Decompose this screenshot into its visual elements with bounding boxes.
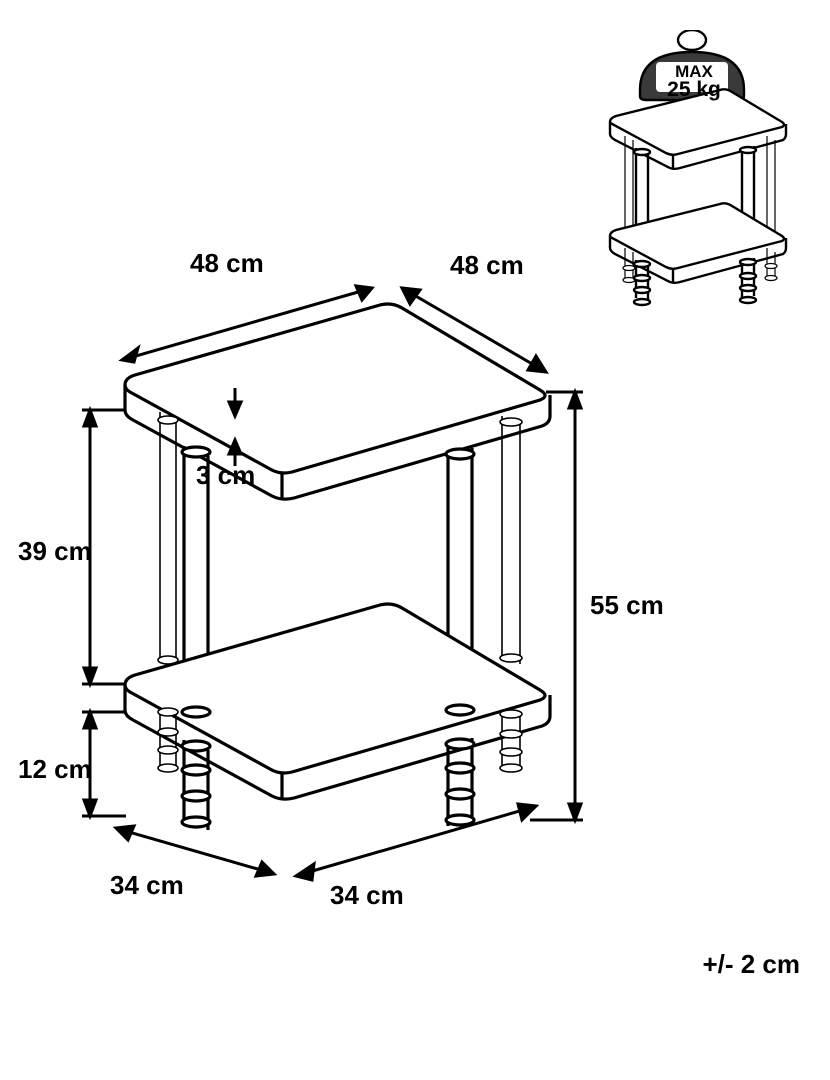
dim-foot-height: 12 cm <box>18 754 92 785</box>
main-table-diagram <box>30 260 590 900</box>
weight-value-label: 25 kg <box>658 78 730 102</box>
dim-top-width: 48 cm <box>190 248 264 279</box>
tolerance-note: +/- 2 cm <box>702 949 800 980</box>
dim-bottom-width: 34 cm <box>330 880 404 911</box>
dim-total-height: 55 cm <box>590 590 664 621</box>
dim-bottom-depth: 34 cm <box>110 870 184 901</box>
dim-top-depth: 48 cm <box>450 250 524 281</box>
dim-thickness: 3 cm <box>196 460 255 491</box>
dim-shelf-gap: 39 cm <box>18 536 92 567</box>
